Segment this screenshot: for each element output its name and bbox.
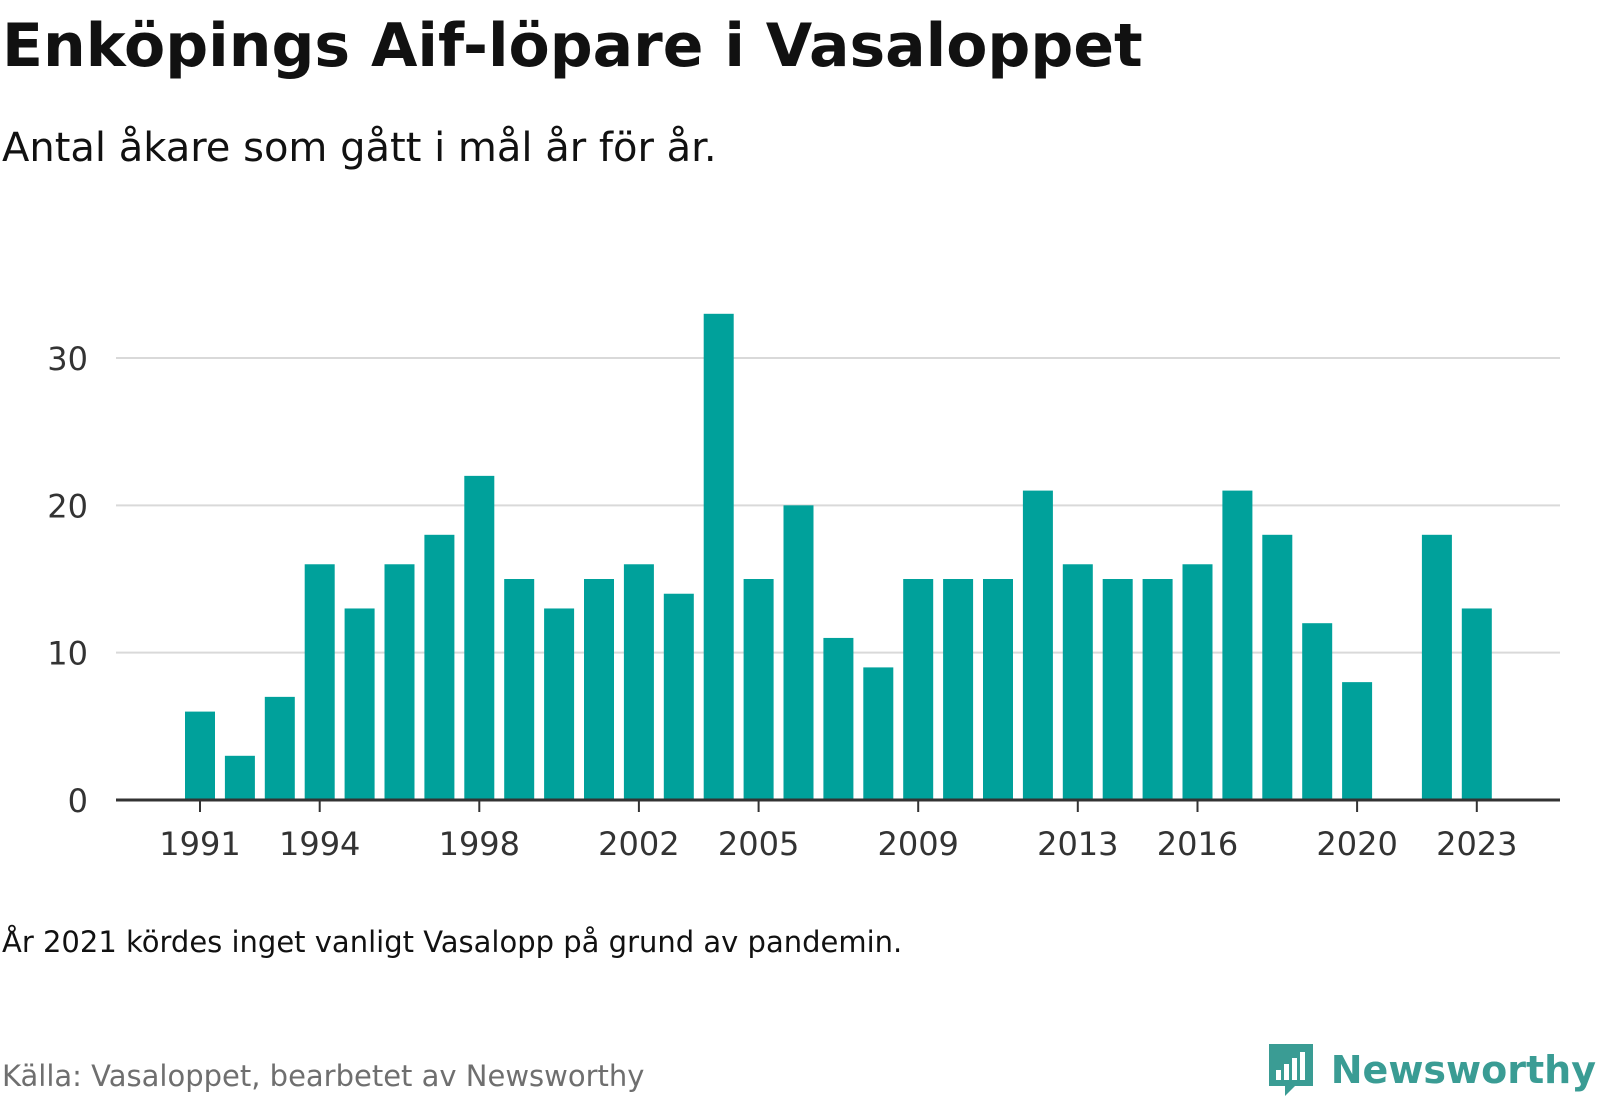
- newsworthy-logo: Newsworthy: [1265, 1038, 1596, 1102]
- bar-2011: [983, 579, 1013, 800]
- bar-2014: [1102, 579, 1133, 800]
- x-tick-labels: 1991 1994 1998 2002 2005 2009 2013 2016 2020 2023: [159, 825, 1517, 863]
- y-tick-labels: 0 10 20 30: [47, 340, 88, 820]
- bar-2010: [943, 579, 974, 800]
- bar-1991: [185, 711, 215, 800]
- x-tick-label: 2005: [718, 825, 799, 863]
- bar-2022: [1421, 534, 1452, 800]
- source-credit: Källa: Vasaloppet, bearbetet av Newswort…: [2, 1059, 645, 1093]
- bar-2002: [623, 564, 654, 800]
- bar-1994: [304, 564, 335, 800]
- y-tick-label: 0: [68, 782, 88, 820]
- bar-2005: [743, 579, 774, 800]
- chart-title: Enköpings Aif-löpare i Vasaloppet: [2, 11, 1143, 81]
- bar-1997: [424, 534, 455, 800]
- x-tick-label: 2020: [1316, 825, 1397, 863]
- x-tick-label: 1991: [159, 825, 240, 863]
- x-tick-label: 2016: [1157, 825, 1238, 863]
- bar-2003: [663, 593, 694, 800]
- bar-1996: [384, 564, 415, 800]
- bar-2016: [1182, 564, 1213, 800]
- axes: [116, 798, 1560, 812]
- bar-2019: [1302, 623, 1333, 800]
- x-tick-label: 2009: [877, 825, 958, 863]
- bar-1992: [224, 755, 255, 800]
- y-tick-label: 30: [47, 340, 88, 378]
- chart-footnote: År 2021 kördes inget vanligt Vasalopp på…: [2, 925, 903, 959]
- bar-2015: [1142, 579, 1173, 800]
- bar-2006: [783, 505, 814, 800]
- bar-2009: [903, 579, 934, 800]
- bar-2001: [584, 579, 614, 800]
- x-tick-label: 1998: [439, 825, 520, 863]
- x-tick-label: 2023: [1436, 825, 1517, 863]
- bar-1993: [264, 696, 295, 800]
- bar-2020: [1342, 682, 1373, 800]
- x-tick-label: 2002: [598, 825, 679, 863]
- bar-1995: [344, 608, 375, 800]
- x-tick-label: 1994: [279, 825, 360, 863]
- chart-subtitle: Antal åkare som gått i mål år för år.: [2, 125, 717, 171]
- bar-2007: [823, 637, 854, 800]
- y-tick-label: 10: [47, 635, 88, 673]
- bar-2012: [1022, 490, 1053, 800]
- bar-1999: [504, 579, 535, 800]
- bars: [185, 313, 1492, 800]
- bar-2008: [863, 667, 894, 800]
- bar-chart: 0 10 20 30 1991 1994 1998 2002 2005 2009 2013 2016…: [47, 313, 1560, 863]
- bar-2004: [703, 313, 734, 800]
- x-tick-label: 2013: [1037, 825, 1118, 863]
- bar-2017: [1222, 490, 1253, 800]
- bar-2023: [1461, 608, 1492, 800]
- bar-2013: [1062, 564, 1093, 800]
- bar-2000: [544, 608, 575, 800]
- bar-2018: [1262, 534, 1293, 800]
- bar-1998: [464, 475, 495, 800]
- brand-name: Newsworthy: [1330, 1048, 1596, 1092]
- bar-chart-speech-bubble-icon: [1268, 1044, 1313, 1096]
- y-tick-label: 20: [47, 487, 88, 525]
